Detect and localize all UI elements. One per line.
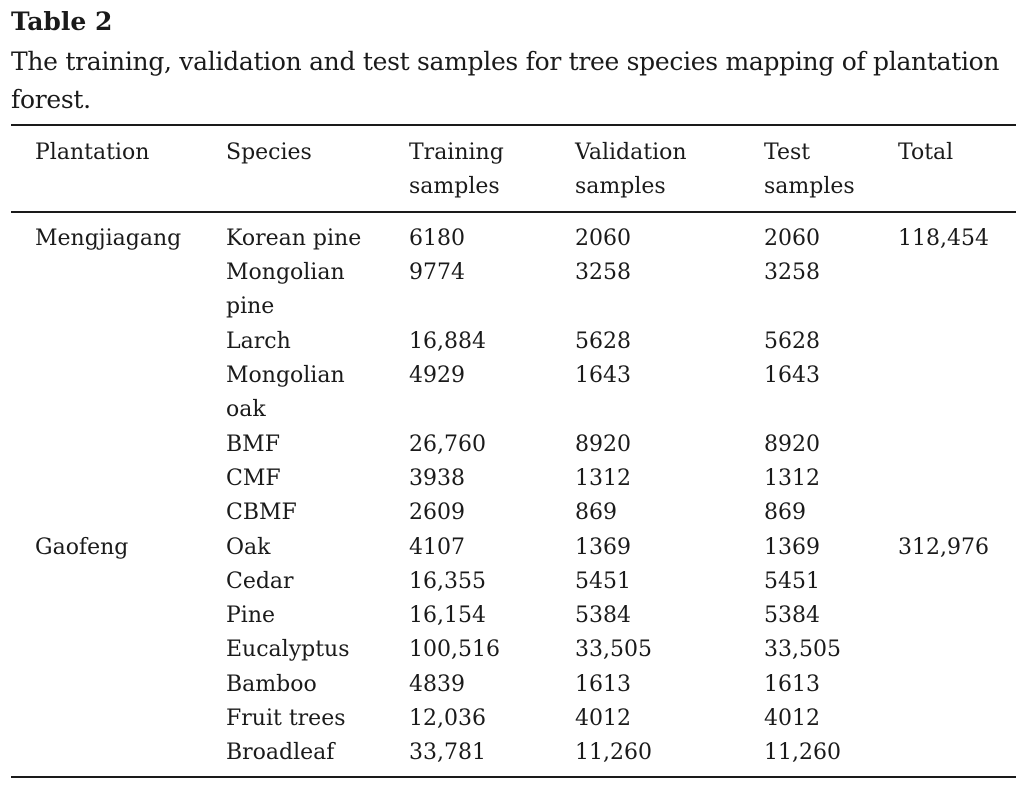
plantation-mengjiagang: Mengjiagang bbox=[35, 226, 182, 251]
table-caption: The training, validation and test sample… bbox=[11, 47, 1000, 114]
validation-cell: 5384 bbox=[575, 603, 631, 628]
training-cell: 6180 bbox=[409, 226, 465, 251]
validation-cell: 1643 bbox=[575, 363, 631, 388]
bottom-rule bbox=[11, 776, 1016, 778]
training-cell: 33,781 bbox=[409, 740, 486, 765]
test-cell: 869 bbox=[764, 500, 806, 525]
test-cell: 11,260 bbox=[764, 740, 841, 765]
training-cell: 4839 bbox=[409, 672, 465, 697]
test-cell: 8920 bbox=[764, 432, 820, 457]
species-cell: BMF bbox=[226, 432, 280, 457]
training-cell: 16,355 bbox=[409, 569, 486, 594]
species-cell: Cedar bbox=[226, 569, 294, 594]
species-cell: Pine bbox=[226, 603, 276, 628]
training-cell: 16,884 bbox=[409, 329, 486, 354]
validation-cell: 8920 bbox=[575, 432, 631, 457]
species-cell: Oak bbox=[226, 535, 271, 560]
test-cell: 3258 bbox=[764, 260, 820, 285]
validation-cell: 1369 bbox=[575, 535, 631, 560]
plantation-gaofeng: Gaofeng bbox=[35, 535, 129, 560]
species-cell: Mongolian oak bbox=[226, 363, 345, 422]
header-training: Training samples bbox=[409, 140, 504, 199]
validation-cell: 4012 bbox=[575, 706, 631, 731]
species-cell: Korean pine bbox=[226, 226, 362, 251]
species-cell: Bamboo bbox=[226, 672, 317, 697]
training-cell: 9774 bbox=[409, 260, 465, 285]
species-cell: Eucalyptus bbox=[226, 637, 350, 662]
top-rule bbox=[11, 124, 1016, 126]
species-cell: CBMF bbox=[226, 500, 297, 525]
training-cell: 16,154 bbox=[409, 603, 486, 628]
header-total: Total bbox=[898, 140, 954, 165]
header-species: Species bbox=[226, 140, 312, 165]
validation-cell: 1312 bbox=[575, 466, 631, 491]
validation-cell: 2060 bbox=[575, 226, 631, 251]
species-cell: Larch bbox=[226, 329, 291, 354]
test-cell: 1312 bbox=[764, 466, 820, 491]
test-cell: 5451 bbox=[764, 569, 820, 594]
test-cell: 1369 bbox=[764, 535, 820, 560]
table-label: Table 2 bbox=[11, 7, 113, 36]
training-cell: 4929 bbox=[409, 363, 465, 388]
header-validation: Validation samples bbox=[575, 140, 687, 199]
validation-cell: 1613 bbox=[575, 672, 631, 697]
total-mengjiagang: 118,454 bbox=[898, 226, 989, 251]
test-cell: 1613 bbox=[764, 672, 820, 697]
validation-cell: 5451 bbox=[575, 569, 631, 594]
training-cell: 2609 bbox=[409, 500, 465, 525]
species-cell: Broadleaf bbox=[226, 740, 335, 765]
header-rule bbox=[11, 211, 1016, 213]
training-cell: 12,036 bbox=[409, 706, 486, 731]
test-cell: 33,505 bbox=[764, 637, 841, 662]
test-cell: 5384 bbox=[764, 603, 820, 628]
test-cell: 1643 bbox=[764, 363, 820, 388]
validation-cell: 33,505 bbox=[575, 637, 652, 662]
total-gaofeng: 312,976 bbox=[898, 535, 989, 560]
validation-cell: 11,260 bbox=[575, 740, 652, 765]
header-plantation: Plantation bbox=[35, 140, 150, 165]
training-cell: 4107 bbox=[409, 535, 465, 560]
validation-cell: 869 bbox=[575, 500, 617, 525]
training-cell: 26,760 bbox=[409, 432, 486, 457]
test-cell: 2060 bbox=[764, 226, 820, 251]
training-cell: 3938 bbox=[409, 466, 465, 491]
header-test: Test samples bbox=[764, 140, 855, 199]
species-cell: CMF bbox=[226, 466, 281, 491]
species-cell: Mongolian pine bbox=[226, 260, 345, 319]
test-cell: 5628 bbox=[764, 329, 820, 354]
test-cell: 4012 bbox=[764, 706, 820, 731]
validation-cell: 3258 bbox=[575, 260, 631, 285]
training-cell: 100,516 bbox=[409, 637, 500, 662]
species-cell: Fruit trees bbox=[226, 706, 346, 731]
validation-cell: 5628 bbox=[575, 329, 631, 354]
